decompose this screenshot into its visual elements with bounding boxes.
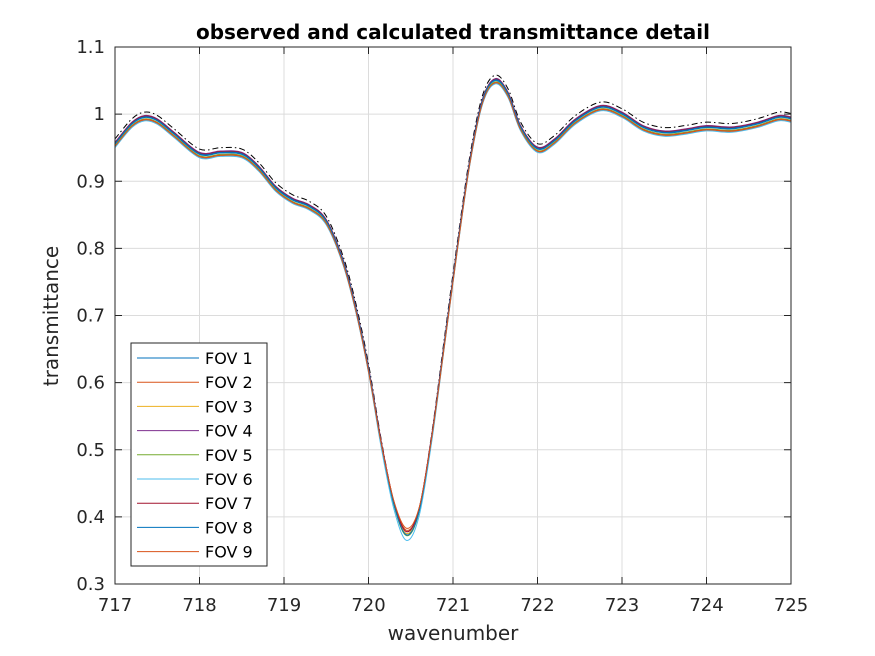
legend-label: FOV 1 <box>205 349 253 368</box>
legend-label: FOV 3 <box>205 397 253 416</box>
y-tick-labels: 0.3 0.4 0.5 0.6 0.7 0.8 0.9 1 1.1 <box>76 37 105 595</box>
x-tick-label: 719 <box>267 595 301 616</box>
x-tick-label: 718 <box>182 595 216 616</box>
x-axis-label: wavenumber <box>388 621 520 645</box>
legend-label: FOV 8 <box>205 518 253 537</box>
legend-label: FOV 7 <box>205 494 253 513</box>
y-tick-label: 0.5 <box>76 440 105 461</box>
legend-label: FOV 9 <box>205 543 253 562</box>
y-tick-label: 0.6 <box>76 373 105 394</box>
y-tick-label: 1 <box>94 104 105 125</box>
series-lines <box>114 74 792 541</box>
y-tick-label: 1.1 <box>76 37 105 58</box>
y-tick-label: 0.4 <box>76 507 105 528</box>
y-tick-label: 0.7 <box>76 306 105 327</box>
x-tick-label: 722 <box>520 595 554 616</box>
legend-label: FOV 4 <box>205 422 253 441</box>
legend-label: FOV 6 <box>205 470 253 489</box>
legend-label: FOV 5 <box>205 446 253 465</box>
x-tick-label: 724 <box>689 595 723 616</box>
grid <box>114 46 792 585</box>
y-tick-label: 0.9 <box>76 171 105 192</box>
legend-label: FOV 2 <box>205 373 253 392</box>
y-axis-label: transmittance <box>39 246 63 386</box>
y-tick-label: 0.3 <box>76 574 105 595</box>
x-tick-label: 717 <box>98 595 132 616</box>
series-line-fov-6 <box>114 83 792 541</box>
x-tick-label: 720 <box>351 595 385 616</box>
legend: FOV 1 FOV 2 FOV 3 FOV 4 FOV 5 FOV 6 FOV 7 FOV 8… <box>130 342 268 567</box>
x-tick-label: 723 <box>605 595 639 616</box>
series-line-fov-9 <box>114 82 792 529</box>
x-tick-label: 725 <box>774 595 808 616</box>
chart-title: observed and calculated transmittance de… <box>196 20 710 44</box>
x-tick-labels: 717 718 719 720 721 722 723 724 725 <box>98 595 808 616</box>
x-tick-label: 721 <box>436 595 470 616</box>
y-tick-label: 0.8 <box>76 238 105 259</box>
ticks <box>114 46 792 585</box>
